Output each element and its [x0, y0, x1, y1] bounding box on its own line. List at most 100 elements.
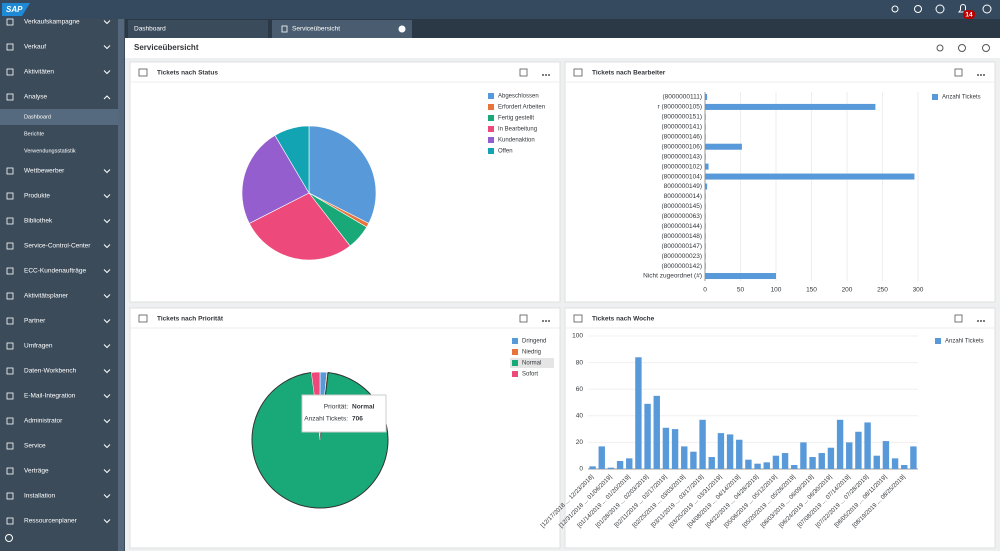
menu-item[interactable]: E-Mail-Integration: [24, 393, 76, 400]
card-title: Tickets nach Woche: [592, 316, 655, 323]
menu-item[interactable]: Verkauf: [24, 44, 46, 51]
card-title: Tickets nach Status: [157, 70, 218, 77]
more-dot: [548, 74, 550, 76]
legend-label-swatch: [488, 148, 494, 154]
x-tick-label: 50: [737, 287, 745, 294]
x-tick-label: 300: [913, 287, 924, 294]
submenu-item[interactable]: Verwendungsstatistik: [24, 148, 76, 154]
reload-icon[interactable]: [982, 44, 990, 52]
menu-item[interactable]: Service-Control-Center: [24, 243, 91, 250]
x-tick-label: 100: [771, 287, 782, 294]
clock-icon[interactable]: [935, 4, 945, 14]
y-tick-label: (8000000102): [662, 163, 702, 170]
chevron: [103, 469, 111, 474]
tab-active[interactable]: [272, 20, 412, 38]
menu-item[interactable]: ECC-Kundenaufträge: [24, 268, 87, 275]
y-tick-label: (8000000144): [662, 223, 702, 230]
menu-item[interactable]: Wettbewerber: [24, 168, 65, 175]
legend-label: Anzahl Tickets: [945, 339, 984, 345]
tab-icon: [281, 25, 288, 33]
y-tick-label: 40: [576, 413, 584, 420]
bar: [635, 357, 642, 469]
menu-item[interactable]: Installation: [24, 493, 55, 500]
tooltip-value: 706: [352, 416, 363, 423]
chevron: [103, 419, 111, 424]
card-action[interactable]: [519, 314, 528, 323]
bar: [616, 461, 624, 469]
chevron: [103, 369, 111, 374]
tab[interactable]: [128, 20, 268, 38]
menu-item[interactable]: Administrator: [24, 418, 63, 425]
refresh-icon[interactable]: [958, 44, 966, 52]
y-tick-label: (8000000111): [662, 94, 702, 101]
bar: [705, 173, 915, 180]
badge-count: 14: [965, 12, 973, 19]
more-dot: [977, 320, 979, 322]
menu-item[interactable]: Ressourcenplaner: [24, 518, 78, 525]
card-action[interactable]: [519, 68, 528, 77]
chevron: [103, 394, 111, 399]
y-tick-label: (8000000147): [662, 243, 702, 250]
search-icon[interactable]: [891, 5, 899, 13]
menu-item[interactable]: Produkte: [24, 193, 50, 200]
bar: [910, 446, 917, 469]
menu-item[interactable]: Umfragen: [24, 343, 53, 350]
more-dot: [545, 320, 547, 322]
bar: [705, 243, 706, 250]
menu-item[interactable]: Daten-Workbench: [24, 368, 77, 375]
y-tick-label: Nicht zugeordnet (#): [643, 273, 702, 280]
chevron: [103, 45, 111, 50]
menu-item[interactable]: Verträge: [24, 468, 49, 475]
y-tick-label: 8000000014): [664, 193, 702, 200]
menu-icon: [6, 93, 14, 101]
legend-label-swatch: [512, 360, 518, 366]
menu-icon: [6, 492, 14, 500]
bar: [705, 223, 706, 230]
menu-icon: [6, 217, 14, 225]
menu-item[interactable]: Aktivitätsplaner: [24, 293, 69, 300]
user-icon[interactable]: [982, 4, 992, 14]
bell-icon[interactable]: [958, 4, 968, 13]
pie-slice: [241, 134, 310, 224]
y-tick-label: (8000000023): [662, 253, 702, 260]
bar: [705, 133, 706, 140]
share-icon[interactable]: [936, 44, 944, 52]
submenu-item[interactable]: Berichte: [24, 131, 44, 137]
menu-icon: [6, 68, 14, 76]
menu-icon: [6, 417, 14, 425]
legend-label: Normal: [522, 361, 541, 367]
menu-icon: [6, 18, 14, 26]
chevron: [103, 219, 111, 224]
pie-slice: [248, 192, 351, 261]
chevron: [103, 20, 111, 25]
collapse-icon[interactable]: [5, 534, 13, 542]
menu-item[interactable]: Bibliothek: [24, 218, 53, 225]
legend-label-swatch: [935, 338, 941, 344]
menu-item[interactable]: Analyse: [24, 94, 48, 101]
card-action[interactable]: [954, 314, 963, 323]
y-tick-label: (8000000063): [662, 213, 702, 220]
menu-icon: [6, 192, 14, 200]
legend-label-swatch: [932, 94, 938, 100]
chevron: [103, 244, 111, 249]
bar: [705, 273, 776, 280]
menu-item[interactable]: Aktivitäten: [24, 69, 54, 76]
x-tick-label: 250: [877, 287, 888, 294]
bar: [607, 467, 615, 469]
menu-item[interactable]: Partner: [24, 318, 46, 325]
card-action[interactable]: [954, 68, 963, 77]
y-tick-label: r (8000000105): [658, 104, 702, 111]
help-icon[interactable]: [914, 5, 922, 13]
menu-item[interactable]: Verkaufskampagne: [24, 19, 80, 26]
legend-label: Sofort: [522, 372, 538, 378]
card-icon: [138, 68, 148, 77]
menu-icon: [6, 267, 14, 275]
tab-close[interactable]: [398, 25, 406, 33]
menu-item[interactable]: Service: [24, 443, 46, 450]
legend-label: Dringend: [522, 339, 546, 345]
y-tick-label: 80: [576, 359, 584, 366]
submenu-item[interactable]: Dashboard: [24, 114, 51, 120]
menu-icon: [6, 242, 14, 250]
y-tick-label: 20: [576, 439, 584, 446]
